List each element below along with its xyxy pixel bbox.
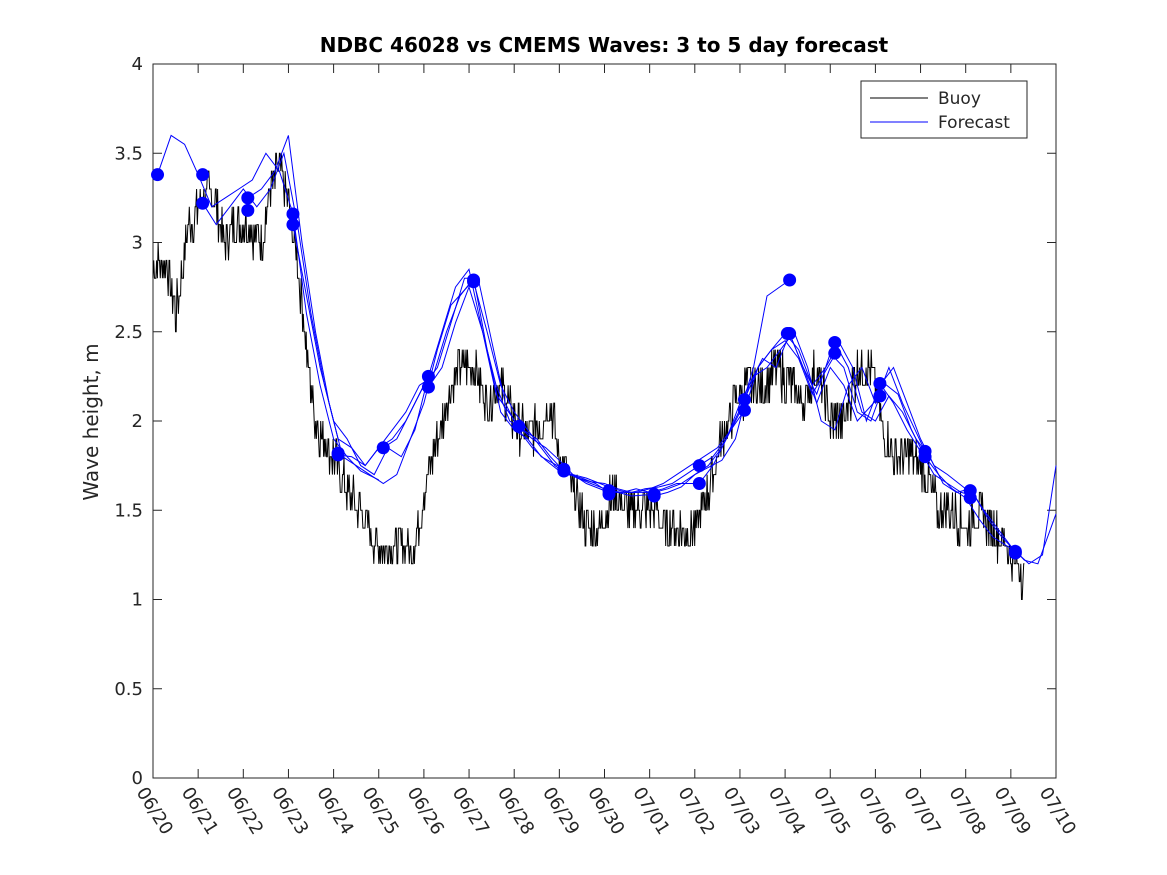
forecast-marker <box>918 450 932 464</box>
x-tick-label: 06/25 <box>358 784 403 839</box>
forecast-marker <box>151 168 165 182</box>
y-axis-label: Wave height, m <box>79 343 103 500</box>
x-tick-label: 06/29 <box>538 784 583 839</box>
x-tick-label: 07/05 <box>809 784 854 839</box>
forecast-marker <box>692 476 706 490</box>
forecast-marker <box>828 335 842 349</box>
forecast-marker <box>828 346 842 360</box>
forecast-marker <box>512 419 526 433</box>
forecast-marker <box>286 218 300 232</box>
y-tick-label: 2 <box>132 411 143 432</box>
forecast-marker <box>780 327 794 341</box>
legend: Buoy Forecast <box>860 80 1028 139</box>
forecast-run-line <box>338 277 565 470</box>
forecast-marker <box>421 380 435 394</box>
forecast-marker <box>241 203 255 217</box>
legend-buoy-label: Buoy <box>938 89 981 109</box>
x-tick-label: 07/04 <box>764 784 809 839</box>
forecast-marker <box>737 403 751 417</box>
y-tick-label: 3 <box>132 233 143 254</box>
forecast-run-line <box>608 340 836 493</box>
y-tick-label: 0.5 <box>114 679 143 700</box>
x-tick-label: 07/09 <box>990 784 1035 839</box>
x-tick-label: 06/21 <box>177 784 222 839</box>
x-tick-label: 07/02 <box>674 784 719 839</box>
x-tick-label: 06/30 <box>583 784 628 839</box>
forecast-marker <box>873 377 887 391</box>
x-tick-label: 06/24 <box>312 784 357 839</box>
chart-title: NDBC 46028 vs CMEMS Waves: 3 to 5 day fo… <box>320 33 889 57</box>
forecast-run-line <box>473 281 700 493</box>
axes-box <box>152 63 1057 779</box>
legend-box <box>860 80 1028 139</box>
forecast-marker <box>783 273 797 287</box>
forecast-marker <box>467 275 481 289</box>
x-tick-label: 06/23 <box>267 784 312 839</box>
forecast-marker <box>421 369 435 383</box>
forecast-marker <box>286 207 300 221</box>
legend-forecast-label: Forecast <box>938 113 1010 133</box>
forecast-marker <box>196 196 210 210</box>
forecast-marker <box>376 441 390 455</box>
x-tick-label: 07/08 <box>944 784 989 839</box>
forecast-marker <box>737 393 751 407</box>
forecast-marker <box>873 389 887 403</box>
y-tick-label: 1.5 <box>114 500 143 521</box>
forecast-marker <box>647 489 661 503</box>
x-tick-label: 06/27 <box>448 784 493 839</box>
forecast-run-line <box>789 333 1016 552</box>
y-tick-label: 1 <box>132 590 143 611</box>
forecast-marker <box>963 491 977 505</box>
forecast-marker <box>241 191 255 205</box>
y-tick-label: 2.5 <box>114 322 143 343</box>
forecast-run-line <box>157 134 380 481</box>
x-tick-label: 07/07 <box>899 784 944 839</box>
forecast-run-line <box>427 285 655 497</box>
forecast-run-line <box>654 332 881 497</box>
y-tick-label: 3.5 <box>114 143 143 164</box>
y-tick-label: 4 <box>132 54 143 75</box>
y-tick-label: 0 <box>132 768 143 789</box>
buoy-series-line <box>152 152 1025 600</box>
x-tick-label: 06/28 <box>493 784 538 839</box>
forecast-marker <box>1008 546 1022 560</box>
x-tick-label: 06/20 <box>132 784 177 839</box>
forecast-marker <box>692 459 706 473</box>
forecast-run-line <box>202 151 429 467</box>
x-tick-label: 07/01 <box>628 784 673 839</box>
forecast-marker <box>331 448 345 462</box>
forecast-run-line <box>292 224 520 476</box>
forecast-marker <box>196 168 210 182</box>
forecast-marker <box>602 487 616 501</box>
x-tick-label: 06/22 <box>222 784 267 839</box>
x-tick-label: 07/06 <box>854 784 899 839</box>
x-tick-label: 07/03 <box>719 784 764 839</box>
x-tick-label: 06/26 <box>403 784 448 839</box>
x-tick-label: 07/10 <box>1035 784 1080 839</box>
forecast-marker <box>557 464 571 478</box>
